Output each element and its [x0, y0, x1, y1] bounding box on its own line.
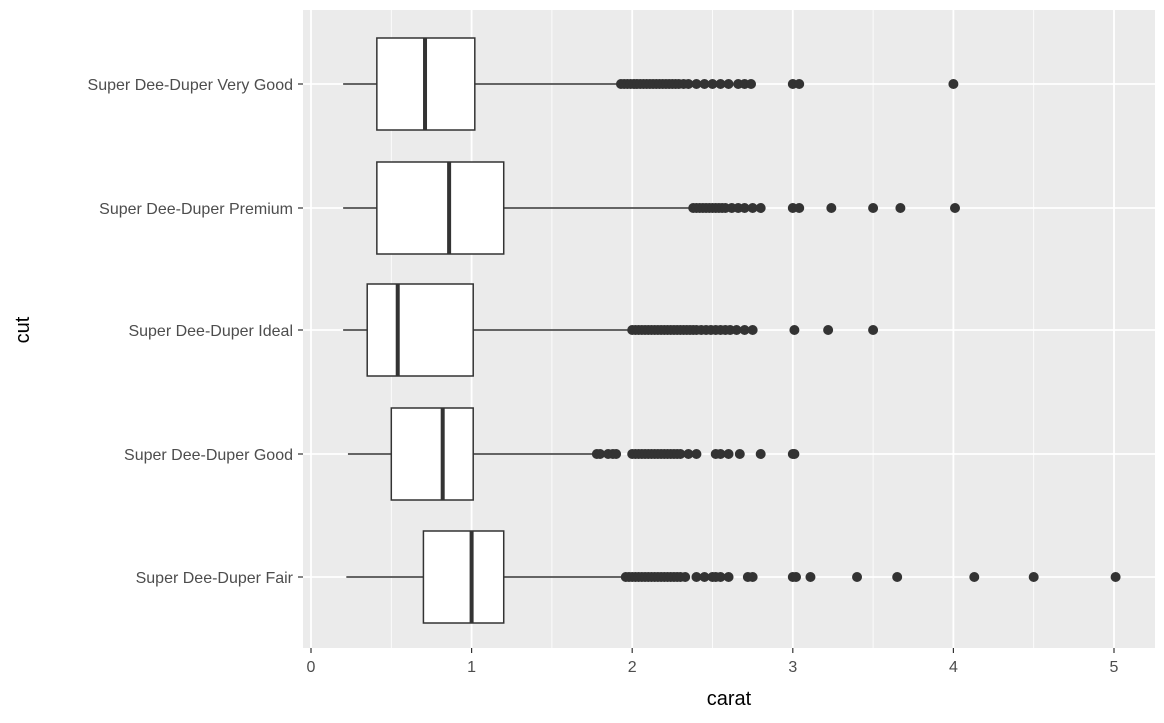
outlier-point: [680, 572, 691, 582]
outlier-point: [805, 572, 816, 582]
outlier-point: [1028, 572, 1039, 582]
x-tick-label: 1: [467, 659, 476, 676]
x-tick-label: 3: [788, 659, 797, 676]
outlier-point: [691, 79, 702, 89]
x-tick-label: 2: [628, 659, 637, 676]
outlier-point: [823, 325, 834, 335]
y-tick-label: Super Dee-Duper Good: [124, 447, 293, 464]
outlier-point: [755, 203, 766, 213]
outlier-point: [595, 449, 606, 459]
outlier-point: [611, 449, 622, 459]
outlier-point: [723, 572, 734, 582]
outlier-point: [794, 203, 805, 213]
outlier-point: [691, 572, 702, 582]
outlier-point: [723, 449, 734, 459]
outlier-point: [747, 203, 758, 213]
outlier-point: [746, 79, 757, 89]
y-axis-title: cut: [12, 316, 34, 343]
box: [422, 530, 505, 624]
box: [366, 283, 474, 377]
outlier-point: [747, 572, 758, 582]
box-group: [343, 37, 959, 131]
boxes: [343, 37, 1121, 624]
outlier-point: [683, 449, 694, 459]
x-tick-label: 0: [307, 659, 316, 676]
outlier-point: [715, 79, 726, 89]
outlier-point: [948, 79, 959, 89]
x-axis-title: carat: [707, 688, 752, 710]
outlier-point: [739, 325, 750, 335]
outlier-point: [739, 203, 750, 213]
outlier-point: [715, 572, 726, 582]
y-tick-label: Super Dee-Duper Very Good: [88, 77, 293, 94]
y-tick-label: Super Dee-Duper Fair: [136, 570, 294, 587]
outlier-point: [852, 572, 863, 582]
outlier-point: [747, 325, 758, 335]
box-group: [343, 283, 879, 377]
outlier-point: [791, 572, 802, 582]
outlier-point: [969, 572, 980, 582]
box: [376, 161, 505, 255]
outlier-point: [699, 572, 710, 582]
outlier-point: [675, 449, 686, 459]
y-axis: Super Dee-Duper Very Good Super Dee-Duper…: [88, 77, 303, 587]
outlier-point: [755, 449, 766, 459]
outlier-point: [691, 449, 702, 459]
outlier-point: [789, 449, 800, 459]
outlier-point: [723, 79, 734, 89]
outlier-point: [1110, 572, 1121, 582]
x-tick-label: 4: [949, 659, 958, 676]
outlier-point: [794, 79, 805, 89]
box-group: [347, 407, 800, 501]
x-axis: 0 1 2 3 4 5: [307, 648, 1119, 676]
outlier-point: [868, 203, 879, 213]
outlier-point: [950, 203, 961, 213]
box-group: [343, 161, 961, 255]
outlier-point: [789, 325, 800, 335]
outlier-point: [895, 203, 906, 213]
outlier-point: [892, 572, 903, 582]
outlier-point: [683, 79, 694, 89]
outlier-point: [734, 449, 745, 459]
y-tick-label: Super Dee-Duper Ideal: [128, 323, 293, 340]
box-group: [346, 530, 1121, 624]
outlier-point: [707, 79, 718, 89]
outlier-point: [715, 449, 726, 459]
outlier-point: [699, 79, 710, 89]
outlier-point: [826, 203, 837, 213]
box: [390, 407, 474, 501]
outlier-point: [731, 325, 742, 335]
y-tick-label: Super Dee-Duper Premium: [99, 201, 293, 218]
x-tick-label: 5: [1110, 659, 1119, 676]
outlier-point: [868, 325, 879, 335]
